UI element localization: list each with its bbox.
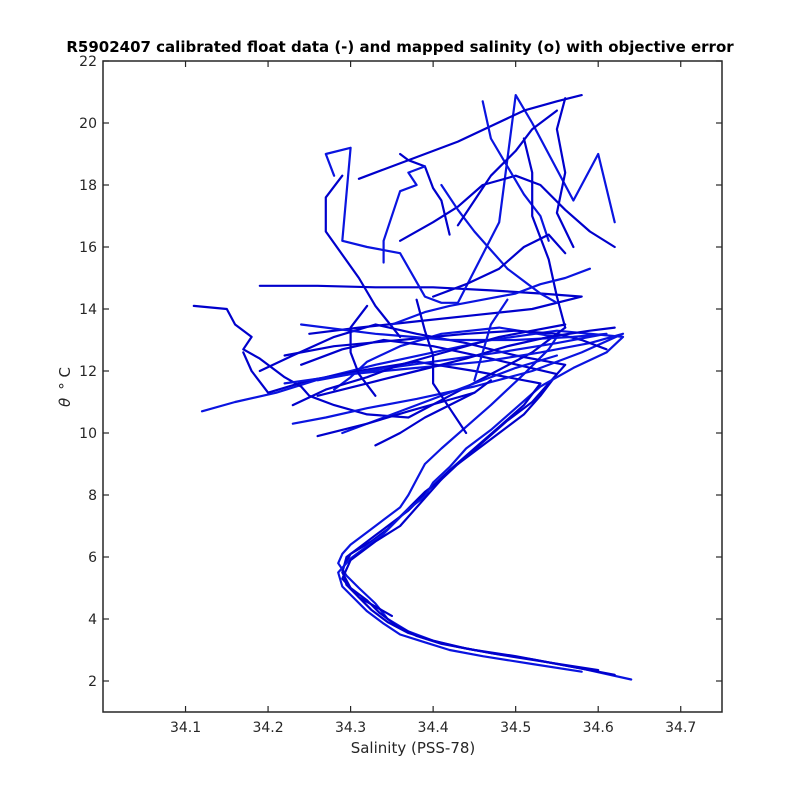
profile-line (283, 332, 625, 425)
profile-line (300, 323, 608, 382)
profile-line (456, 109, 559, 227)
plot-area (103, 61, 722, 712)
profile-line (258, 284, 583, 335)
profile-line (555, 97, 575, 249)
series-layer (192, 93, 633, 681)
y-tick-label: 8 (88, 488, 97, 504)
x-tick-label: 34.6 (583, 720, 614, 736)
y-tick-label: 4 (88, 612, 97, 628)
y-axis-label: θ ° C (56, 367, 74, 407)
y-tick-label: 6 (88, 550, 97, 566)
profile-line (324, 93, 616, 304)
profile-line (324, 174, 402, 338)
profile-line (432, 233, 567, 298)
profile-line (440, 183, 559, 304)
chart-title: R5902407 calibrated float data (-) and m… (66, 38, 734, 56)
profile-line (200, 329, 625, 673)
profile-line (399, 174, 616, 249)
x-tick-label: 34.1 (170, 720, 201, 736)
profile-line (374, 379, 492, 447)
x-tick-label: 34.4 (418, 720, 449, 736)
profile-line (390, 267, 592, 326)
y-tick-label: 14 (79, 302, 97, 318)
profile-line (382, 165, 426, 264)
profile-line (473, 298, 509, 382)
x-tick-label: 34.7 (665, 720, 696, 736)
y-tick-label: 10 (79, 426, 97, 442)
x-tick-label: 34.2 (252, 720, 283, 736)
profile-line (349, 304, 377, 397)
profile-line (481, 100, 550, 242)
profile-line (399, 152, 451, 236)
x-tick-label: 34.3 (335, 720, 366, 736)
y-tick-label: 18 (79, 178, 97, 194)
x-tick-group: 34.1 34.2 34.3 34.4 34.5 34.6 34.7 (170, 61, 696, 736)
y-axis-label-symbol: θ (56, 398, 74, 407)
y-tick-label: 22 (79, 54, 97, 70)
profile-line (341, 354, 559, 435)
axes-box (102, 60, 723, 713)
profile-line (316, 326, 616, 397)
profile-line (415, 298, 468, 435)
profile-line (316, 391, 476, 438)
x-tick-label: 34.5 (500, 720, 531, 736)
y-axis-label-unit: ° C (56, 367, 74, 390)
y-tick-label: 2 (88, 674, 97, 690)
y-tick-label: 12 (79, 364, 97, 380)
profile-line (357, 93, 583, 180)
y-tick-label: 16 (79, 240, 97, 256)
x-axis-label: Salinity (PSS-78) (351, 739, 476, 757)
y-tick-group: 2 4 6 8 10 12 14 16 18 20 22 (79, 54, 722, 690)
profile-line (258, 323, 600, 672)
y-tick-label: 20 (79, 116, 97, 132)
